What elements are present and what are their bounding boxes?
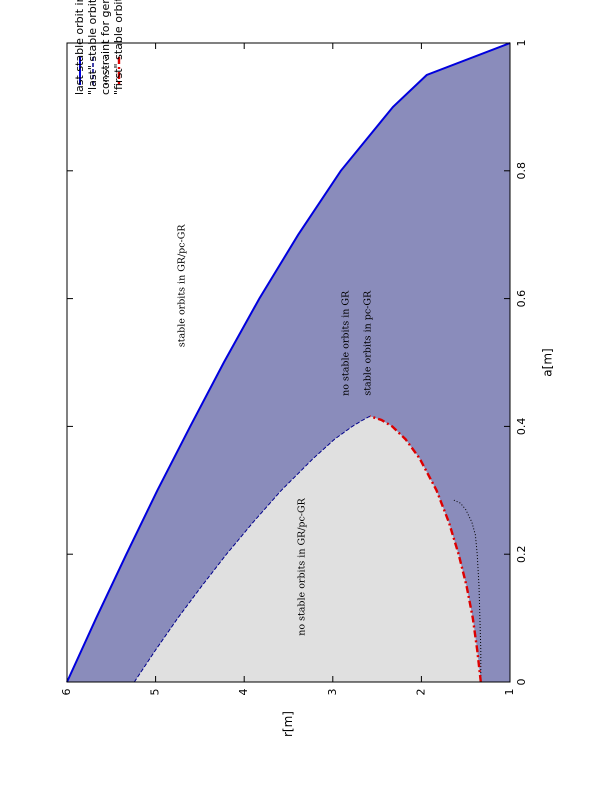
y-tick-label: 6 [60, 689, 73, 696]
annotation-no-stable-gr: no stable orbits in GR [341, 290, 352, 396]
legend-first-pcgr-text: "first" stable orbit in pc-GR [112, 0, 125, 95]
y-tick-label: 5 [149, 689, 162, 696]
x-tick-label: 0 [515, 679, 528, 686]
series-layer [66, 42, 511, 683]
annotation-stable-pcgr: stable orbits in pc-GR [363, 290, 374, 396]
x-tick-label: 0.6 [515, 290, 528, 308]
annotation-stable: stable orbits in GR/pc-GR [177, 224, 188, 348]
legend-last-gr-text: last stable orbit in GR [73, 0, 86, 95]
x-tick-label: 0.2 [515, 545, 528, 563]
unstable-region-fill [134, 416, 481, 682]
y-tick-label: 4 [237, 689, 250, 696]
legend-constraint-text: constraint for general orbits [99, 0, 112, 95]
y-tick-label: 2 [414, 689, 427, 696]
series-first-pcgr [369, 415, 482, 683]
x-tick-label: 1 [515, 40, 528, 47]
ticks-layer: 0 0.2 0.4 0.6 0.8 1 1 2 3 4 5 6 [60, 40, 528, 696]
y-axis-label: r[m] [281, 711, 295, 737]
legend: last stable orbit in GR "last" stable orb… [73, 0, 125, 95]
plot-frame [66, 42, 511, 683]
y-tick-label: 3 [326, 689, 339, 696]
x-tick-label: 0.4 [515, 418, 528, 436]
x-tick-label: 0.8 [515, 162, 528, 180]
series-last-pcgr [133, 415, 371, 683]
legend-last-pcgr-text: "last" stable orbit in pc-GR [86, 0, 99, 95]
x-axis-label: a[m] [541, 348, 555, 376]
y-tick-label: 1 [503, 689, 516, 696]
annotations: stable orbits in GR/pc-GR no stable orbit… [177, 224, 374, 636]
annotation-no-stable-all: no stable orbits in GR/pc-GR [296, 497, 307, 635]
series-last-gr [66, 42, 511, 683]
